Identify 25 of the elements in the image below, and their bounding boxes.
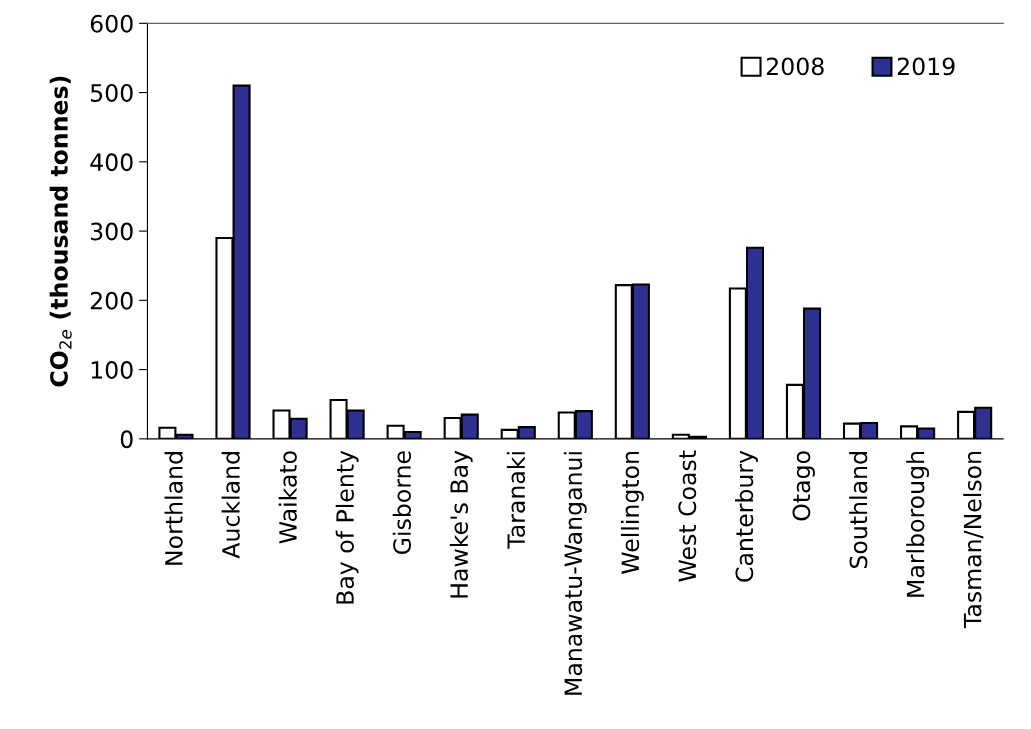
x-tick-label: Otago: [792, 451, 815, 521]
y-tick-label: 300: [90, 222, 133, 241]
x-tick-label: West Coast: [678, 450, 697, 582]
x-tick-label: Southland: [849, 452, 868, 569]
x-tick-label: Northland: [164, 452, 183, 565]
x-tick-label: Manawatu-Wanganui: [563, 452, 587, 695]
x-tick-label: Waikato: [278, 451, 297, 544]
x-tick-label: Marlborough: [906, 451, 930, 597]
x-tick-label: Hawke's Bay: [449, 450, 473, 598]
x-tick-label: Taranaki: [506, 452, 526, 549]
legend-label: 2008: [766, 57, 824, 76]
y-axis-title: CO$_{2e}$ (thousand tonnes): [49, 76, 72, 387]
x-tick-label: Auckland: [221, 452, 240, 559]
y-tick-label: 200: [90, 291, 133, 310]
x-tick-label: Tasman/Nelson: [963, 451, 984, 629]
y-tick-label: 400: [90, 153, 133, 172]
x-tick-label: Bay of Plenty: [335, 450, 359, 604]
y-tick-label: 600: [90, 14, 133, 33]
legend-label: 2019: [897, 57, 955, 76]
y-tick-label: 100: [91, 361, 133, 379]
x-tick-label: Canterbury: [735, 450, 758, 582]
x-tick-label: Gisborne: [392, 451, 411, 555]
y-tick-label: 0: [120, 430, 133, 449]
y-tick-label: 500: [90, 84, 133, 102]
x-tick-label: Wellington: [620, 451, 644, 574]
